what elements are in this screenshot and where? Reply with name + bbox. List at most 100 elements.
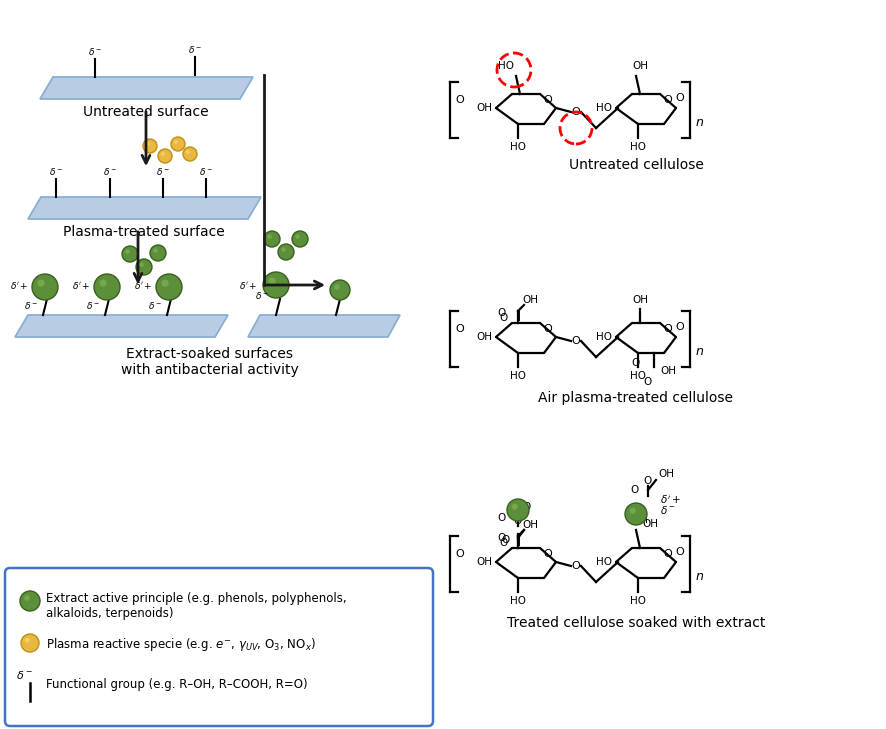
Text: n: n bbox=[696, 345, 703, 357]
Text: HO: HO bbox=[630, 142, 646, 152]
Circle shape bbox=[24, 595, 30, 601]
Circle shape bbox=[146, 142, 150, 146]
Text: O: O bbox=[500, 538, 509, 548]
Text: O: O bbox=[522, 502, 530, 512]
Circle shape bbox=[278, 244, 294, 260]
Text: Plasma reactive specie (e.g. $e^{-}$, $\gamma_{UV}$, O$_3$, NO$_x$): Plasma reactive specie (e.g. $e^{-}$, $\… bbox=[46, 636, 316, 653]
Text: $\delta^-$: $\delta^-$ bbox=[333, 286, 347, 297]
Text: HO: HO bbox=[596, 557, 612, 567]
Text: $\delta^-$: $\delta^-$ bbox=[49, 166, 63, 177]
Circle shape bbox=[20, 591, 40, 611]
Text: HO: HO bbox=[596, 332, 612, 342]
Text: O: O bbox=[644, 476, 652, 486]
Circle shape bbox=[295, 234, 299, 239]
Circle shape bbox=[161, 152, 165, 156]
Text: $\delta^-$: $\delta^-$ bbox=[86, 300, 100, 311]
Text: $\delta^{\prime}+$: $\delta^{\prime}+$ bbox=[135, 279, 153, 290]
Text: $\delta^-$: $\delta^-$ bbox=[255, 290, 269, 301]
Circle shape bbox=[122, 246, 138, 262]
Text: HO: HO bbox=[498, 61, 514, 71]
Circle shape bbox=[143, 139, 157, 153]
Text: OH: OH bbox=[632, 515, 648, 525]
Text: O: O bbox=[501, 535, 510, 545]
FancyBboxPatch shape bbox=[5, 568, 433, 726]
Circle shape bbox=[136, 259, 152, 275]
Text: $\delta^{\prime}+$: $\delta^{\prime}+$ bbox=[660, 494, 681, 506]
Text: $\delta^{\prime}+$: $\delta^{\prime}+$ bbox=[73, 279, 91, 290]
Text: O: O bbox=[631, 485, 639, 495]
Text: Functional group (e.g. R–OH, R–COOH, R=O): Functional group (e.g. R–OH, R–COOH, R=O… bbox=[46, 678, 307, 691]
Text: $\delta^-$: $\delta^-$ bbox=[199, 166, 213, 177]
Circle shape bbox=[282, 247, 286, 252]
Text: O: O bbox=[455, 95, 464, 105]
Circle shape bbox=[171, 137, 185, 151]
Text: Extract active principle (e.g. phenols, polyphenols,: Extract active principle (e.g. phenols, … bbox=[46, 592, 346, 605]
Circle shape bbox=[32, 274, 58, 300]
Text: O: O bbox=[632, 358, 640, 368]
Text: O: O bbox=[498, 513, 506, 523]
Text: OH: OH bbox=[476, 103, 492, 113]
Polygon shape bbox=[40, 77, 253, 99]
Text: O: O bbox=[676, 547, 684, 557]
Circle shape bbox=[156, 274, 182, 300]
Circle shape bbox=[99, 279, 106, 286]
Text: O: O bbox=[664, 95, 672, 105]
Polygon shape bbox=[248, 315, 400, 337]
Text: n: n bbox=[696, 115, 703, 128]
Polygon shape bbox=[15, 315, 228, 337]
Circle shape bbox=[511, 504, 517, 510]
Circle shape bbox=[153, 249, 158, 253]
Circle shape bbox=[158, 149, 172, 163]
Circle shape bbox=[268, 278, 276, 285]
Text: Plasma-treated surface: Plasma-treated surface bbox=[63, 225, 225, 239]
Text: OH: OH bbox=[660, 366, 676, 376]
Text: O: O bbox=[514, 516, 522, 526]
Text: O: O bbox=[571, 107, 580, 117]
Polygon shape bbox=[28, 197, 261, 219]
Text: $\delta^-$: $\delta^-$ bbox=[88, 46, 102, 57]
Text: Untreated cellulose: Untreated cellulose bbox=[569, 158, 703, 172]
Circle shape bbox=[330, 280, 350, 300]
Text: OH: OH bbox=[522, 295, 538, 305]
Circle shape bbox=[268, 234, 272, 239]
Circle shape bbox=[174, 140, 178, 144]
Circle shape bbox=[264, 231, 280, 247]
Text: Air plasma-treated cellulose: Air plasma-treated cellulose bbox=[539, 391, 734, 405]
Text: $\delta^-$: $\delta^-$ bbox=[164, 286, 178, 297]
Circle shape bbox=[25, 638, 30, 643]
Text: HO: HO bbox=[510, 596, 526, 606]
Text: O: O bbox=[455, 549, 464, 559]
Text: O: O bbox=[664, 549, 672, 559]
Text: O: O bbox=[571, 561, 580, 571]
Text: $\delta^-$: $\delta^-$ bbox=[156, 166, 170, 177]
Circle shape bbox=[37, 279, 44, 286]
Text: $\delta^-$: $\delta^-$ bbox=[24, 300, 38, 311]
Text: OH: OH bbox=[632, 61, 648, 71]
Text: OH: OH bbox=[522, 520, 538, 530]
Circle shape bbox=[125, 249, 130, 254]
Text: O: O bbox=[544, 549, 552, 559]
Text: $\delta^-$: $\delta^-$ bbox=[103, 166, 117, 177]
Text: $\delta^-$: $\delta^-$ bbox=[660, 504, 676, 516]
Text: HO: HO bbox=[596, 103, 612, 113]
Circle shape bbox=[183, 147, 197, 161]
Text: Extract-soaked surfaces
with antibacterial activity: Extract-soaked surfaces with antibacteri… bbox=[121, 347, 299, 377]
Text: O: O bbox=[544, 95, 552, 105]
Text: $\delta^-$: $\delta^-$ bbox=[40, 286, 54, 297]
Text: Untreated surface: Untreated surface bbox=[83, 105, 209, 119]
Circle shape bbox=[507, 499, 529, 521]
Text: O: O bbox=[676, 322, 684, 332]
Text: O: O bbox=[498, 308, 506, 318]
Text: O: O bbox=[500, 313, 509, 323]
Text: $\delta^-$: $\delta^-$ bbox=[16, 669, 33, 681]
Circle shape bbox=[630, 507, 636, 514]
Circle shape bbox=[94, 274, 120, 300]
Text: O: O bbox=[544, 324, 552, 334]
Circle shape bbox=[161, 279, 168, 286]
Text: $\delta^-$: $\delta^-$ bbox=[102, 286, 116, 297]
Text: $\delta^-$: $\delta^-$ bbox=[148, 300, 162, 311]
Text: $\delta^-$: $\delta^-$ bbox=[273, 286, 287, 297]
Circle shape bbox=[21, 634, 39, 652]
Circle shape bbox=[186, 150, 190, 154]
Text: O: O bbox=[455, 324, 464, 334]
